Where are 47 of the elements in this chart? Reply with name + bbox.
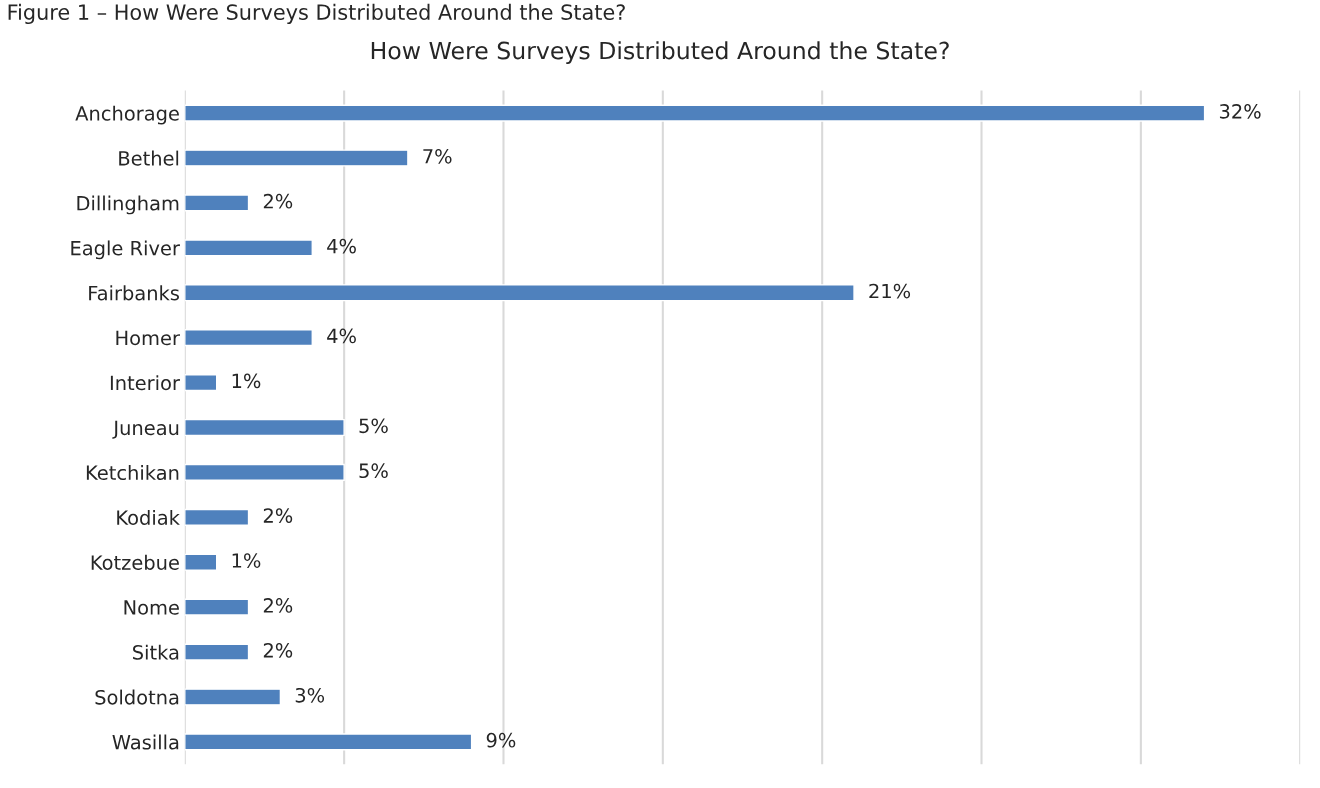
bar bbox=[184, 194, 250, 212]
data-label: 21% bbox=[869, 283, 911, 299]
y-tick-label: Anchorage bbox=[75, 105, 179, 125]
bar bbox=[184, 688, 282, 706]
y-tick-label: Homer bbox=[116, 330, 180, 346]
data-label: 4% bbox=[327, 328, 356, 344]
bar bbox=[184, 239, 313, 257]
data-label: 3% bbox=[295, 687, 325, 703]
bar bbox=[184, 598, 250, 616]
data-label: 5% bbox=[359, 463, 388, 479]
data-label: 2% bbox=[263, 508, 293, 523]
data-label: 2% bbox=[263, 598, 293, 613]
y-tick-label: Dillingham bbox=[77, 195, 179, 215]
data-label: 2% bbox=[263, 643, 293, 658]
chart-title: How Were Surveys Distributed Around the State? bbox=[371, 41, 949, 65]
bar bbox=[184, 508, 250, 526]
y-tick-label: Ketchikan bbox=[86, 465, 179, 481]
bar bbox=[184, 733, 473, 751]
y-tick-label: Soldotna bbox=[95, 689, 179, 705]
y-tick-label: Wasilla bbox=[112, 734, 179, 750]
bar bbox=[184, 463, 345, 481]
data-label: 1% bbox=[232, 373, 261, 389]
y-tick-label: Kodiak bbox=[117, 509, 180, 525]
bar bbox=[184, 284, 855, 302]
y-tick-label: Fairbanks bbox=[89, 285, 179, 301]
y-tick-label: Juneau bbox=[112, 420, 179, 439]
bar bbox=[184, 553, 218, 571]
y-tick-label: Sitka bbox=[133, 644, 179, 660]
data-label: 9% bbox=[486, 732, 516, 748]
bar bbox=[184, 643, 250, 661]
bar bbox=[184, 374, 218, 392]
y-tick-label: Bethel bbox=[119, 150, 179, 166]
caption: Figure 1 – How Were Surveys Distributed Around the State? bbox=[8, 3, 625, 25]
data-label: 2% bbox=[263, 193, 293, 209]
data-label: 32% bbox=[1219, 104, 1261, 119]
data-label: 7% bbox=[423, 148, 452, 164]
y-tick-label: Eagle River bbox=[71, 240, 180, 260]
data-label: 5% bbox=[359, 418, 388, 434]
bar bbox=[184, 149, 409, 167]
data-label: 4% bbox=[327, 238, 356, 254]
bar bbox=[184, 329, 313, 347]
y-tick-label: Kotzebue bbox=[91, 554, 179, 570]
y-tick-label: Nome bbox=[124, 600, 179, 615]
y-tick-label: Interior bbox=[110, 375, 180, 391]
bar bbox=[184, 104, 1206, 122]
data-label: 1% bbox=[232, 553, 261, 568]
bar bbox=[184, 418, 345, 437]
